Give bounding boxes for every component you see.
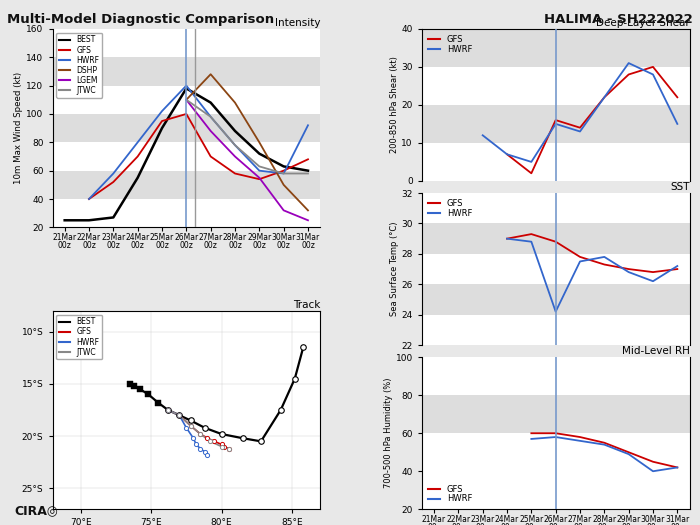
- Text: Multi-Model Diagnostic Comparison: Multi-Model Diagnostic Comparison: [7, 13, 274, 26]
- Text: HALIMA - SH222022: HALIMA - SH222022: [545, 13, 693, 26]
- Text: Track: Track: [293, 300, 320, 310]
- Bar: [422, 284, 690, 314]
- Bar: [422, 105, 690, 143]
- Bar: [52, 114, 320, 142]
- Y-axis label: 10m Max Wind Speed (kt): 10m Max Wind Speed (kt): [15, 72, 23, 184]
- Bar: [422, 224, 690, 254]
- Y-axis label: 700-500 hPa Humidity (%): 700-500 hPa Humidity (%): [384, 378, 393, 488]
- Bar: [52, 171, 320, 199]
- Text: Deep-Layer Shear: Deep-Layer Shear: [596, 18, 690, 28]
- Text: Mid-Level RH: Mid-Level RH: [622, 346, 690, 356]
- Legend: GFS, HWRF: GFS, HWRF: [426, 33, 474, 55]
- Text: CIRA◎: CIRA◎: [14, 504, 57, 517]
- Bar: [422, 29, 690, 67]
- Legend: GFS, HWRF: GFS, HWRF: [426, 197, 474, 219]
- Legend: GFS, HWRF: GFS, HWRF: [426, 483, 474, 505]
- Legend: BEST, GFS, HWRF, JTWC: BEST, GFS, HWRF, JTWC: [56, 314, 102, 359]
- Bar: [52, 57, 320, 86]
- Bar: [422, 395, 690, 433]
- Y-axis label: Sea Surface Temp (°C): Sea Surface Temp (°C): [389, 222, 398, 316]
- Text: SST: SST: [670, 182, 690, 192]
- Text: Intensity: Intensity: [274, 18, 320, 28]
- Y-axis label: 200-850 hPa Shear (kt): 200-850 hPa Shear (kt): [389, 57, 398, 153]
- Legend: BEST, GFS, HWRF, DSHP, LGEM, JTWC: BEST, GFS, HWRF, DSHP, LGEM, JTWC: [56, 33, 102, 98]
